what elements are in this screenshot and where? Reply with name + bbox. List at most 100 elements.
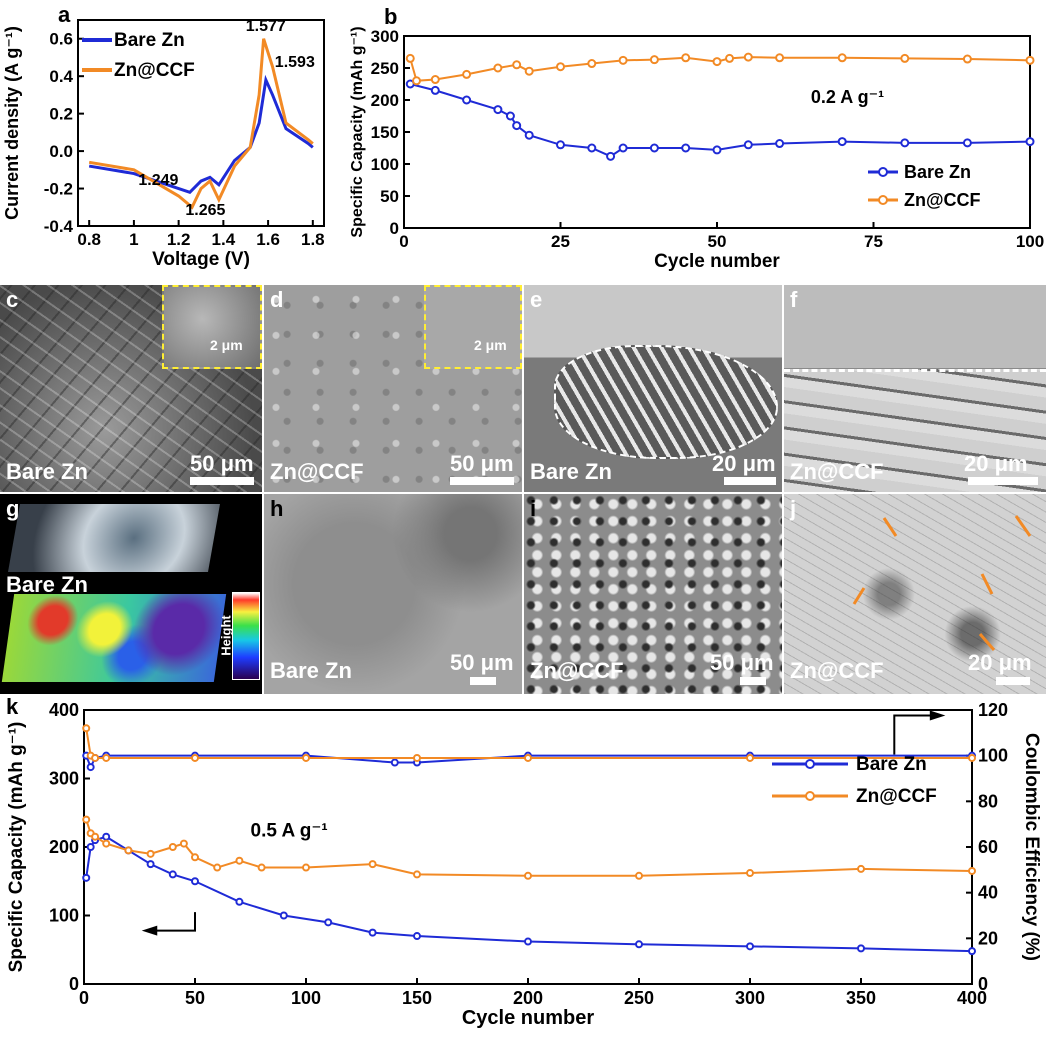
y-tick-label: 0.2	[49, 105, 73, 124]
data-point	[462, 69, 472, 79]
data-point	[82, 873, 91, 882]
data-point	[213, 863, 222, 872]
data-point	[257, 863, 266, 872]
panel-e-scalebar	[724, 477, 776, 485]
y-tick-label: 0	[390, 219, 399, 238]
y2-tick-label: 0	[978, 974, 988, 994]
y-tick-label: 250	[371, 59, 399, 78]
data-point	[775, 139, 785, 149]
legend-label: Bare Zn	[114, 30, 185, 51]
data-point	[962, 138, 972, 148]
current-density-annotation: 0.5 A g⁻¹	[251, 821, 328, 842]
y2-tick-label: 80	[978, 791, 998, 811]
legend-label: Bare Zn	[904, 162, 971, 182]
y-tick-label: -0.2	[44, 180, 73, 199]
data-point	[235, 897, 244, 906]
panel-j-arrows	[852, 515, 1032, 651]
y2-tick-label: 100	[978, 746, 1008, 766]
arrow-4	[980, 573, 994, 595]
chart-a-cv: 0.8 1 1.2 1.4 1.6 1.8 -0.4 -0.2 0.0 0.2 0.4 0.6 Volt…	[2, 2, 325, 270]
data-point	[512, 121, 522, 131]
data-point	[743, 52, 753, 62]
data-point	[587, 59, 597, 69]
series-line-zn-ccf	[88, 38, 314, 210]
y2-axis-label: Coulombic Efficiency (%)	[1021, 733, 1042, 961]
y-tick-label: 300	[371, 27, 399, 46]
panel-c-inset-scale: 2 μm	[210, 337, 243, 353]
x-tick-label: 25	[551, 232, 570, 251]
panel-e-caption: Bare Zn	[530, 459, 612, 484]
y-tick-label: 0.4	[49, 67, 73, 86]
data-point	[430, 85, 440, 95]
panel-g-3d-map: Height g Bare Zn	[0, 494, 262, 694]
legend-marker	[878, 167, 888, 177]
data-point	[857, 864, 865, 873]
data-point	[102, 832, 111, 841]
panel-h-scale-label: 50 μm	[450, 650, 514, 675]
data-point	[681, 53, 691, 63]
chart-b-cycling: 0 25 50 75 100 0 50 100 150 200 250 300 Cycle number…	[349, 4, 1044, 272]
x-axis-label: Cycle number	[654, 251, 780, 272]
panel-j-scale-label: 20 μm	[968, 650, 1032, 675]
arrow-1	[882, 517, 898, 537]
panel-f-caption: Zn@CCF	[790, 459, 884, 484]
panel-d-caption: Zn@CCF	[270, 459, 364, 484]
panel-e-scale-label: 20 μm	[712, 451, 776, 476]
left-axis-arrowhead	[141, 925, 158, 936]
arrow-3	[852, 587, 866, 605]
y-tick-label: 200	[49, 837, 79, 857]
data-point	[102, 839, 111, 848]
data-point	[102, 753, 111, 762]
data-point	[412, 76, 422, 86]
data-point	[191, 753, 199, 762]
y2-tick-label: 40	[978, 883, 998, 903]
data-point	[712, 57, 722, 67]
panel-j-label: j	[790, 496, 797, 521]
x-tick-label: 150	[402, 988, 432, 1008]
arrow-5	[978, 633, 996, 651]
chart-k-long-cycling: 0 50 100 150 200 250 300 350 4000100200300400020…	[6, 696, 1042, 1029]
legend-label: Zn@CCF	[114, 60, 195, 81]
data-point	[587, 143, 597, 153]
panel-e-dendrite-region	[554, 345, 778, 459]
panel-a-label: a	[58, 2, 71, 27]
data-point	[368, 928, 377, 937]
data-point	[235, 856, 244, 865]
y-tick-label: 200	[371, 91, 399, 110]
y-tick-label: 0	[69, 974, 79, 994]
panel-f-scale-label: 20 μm	[964, 451, 1028, 476]
x-tick-label: 1	[129, 230, 138, 249]
y-axis-label: Current density (A g⁻¹)	[2, 26, 22, 220]
data-point	[857, 944, 865, 953]
panel-g-height-label: Height	[218, 615, 234, 656]
data-point	[86, 843, 95, 851]
panel-e-label: e	[530, 287, 543, 312]
data-point	[91, 753, 100, 762]
data-point	[968, 947, 976, 956]
panel-d-scalebar	[450, 477, 514, 485]
data-point	[390, 758, 399, 767]
data-point	[324, 918, 333, 927]
data-point	[302, 753, 310, 762]
panel-b-label: b	[384, 4, 397, 29]
peak-annotation: 1.577	[246, 18, 286, 35]
x-tick-label: 0	[79, 988, 89, 1008]
panel-d-label: d	[270, 287, 284, 312]
panel-d-sem: d 2 μm Zn@CCF 50 μm	[264, 285, 522, 492]
x-tick-label: 50	[708, 232, 727, 251]
legend-label: Zn@CCF	[856, 786, 937, 807]
data-point	[462, 95, 472, 105]
data-point	[746, 942, 754, 951]
y-tick-label: 0.0	[49, 142, 73, 161]
data-point	[493, 63, 503, 73]
data-point	[556, 62, 565, 72]
data-point	[91, 832, 100, 841]
y-tick-label: 100	[371, 155, 399, 174]
x-tick-label: 350	[846, 988, 876, 1008]
x-tick-label: 0.8	[77, 230, 101, 249]
data-point	[524, 66, 534, 76]
series-line-bare-zn	[88, 74, 314, 195]
data-point	[618, 143, 628, 153]
panel-e-sem: e Bare Zn 20 μm	[524, 285, 782, 492]
panel-h-scalebar	[470, 677, 496, 685]
